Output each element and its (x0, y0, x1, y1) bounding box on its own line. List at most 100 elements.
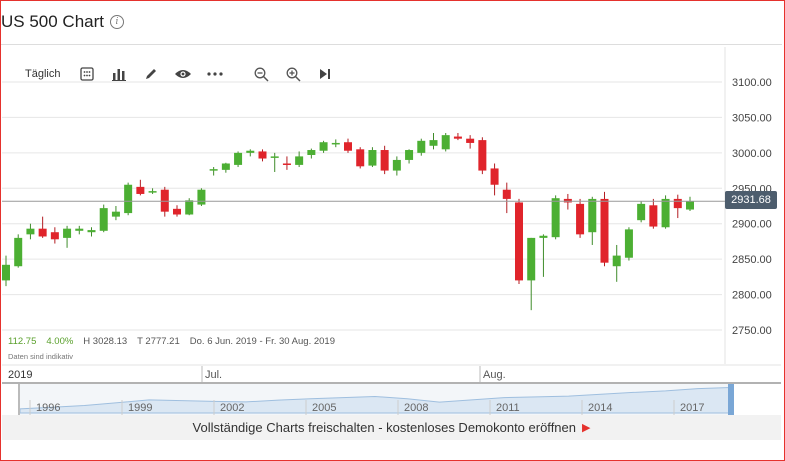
y-tick-label: 2850.00 (732, 254, 772, 266)
candle (282, 156, 291, 170)
candle (490, 163, 499, 196)
demo-account-banner[interactable]: Vollständige Charts freischalten - koste… (2, 415, 781, 440)
candle (124, 182, 133, 216)
y-tick-label: 2800.00 (732, 290, 772, 302)
candle (612, 244, 621, 282)
grid-lines (2, 81, 722, 331)
candle (319, 140, 328, 153)
candle (539, 234, 548, 277)
navigator-right-handle[interactable] (728, 384, 734, 415)
navigator: 1996 1999 2002 2005 2008 2011 2014 2017 (2, 384, 781, 415)
candle (368, 147, 377, 168)
low-value: T 2777.21 (137, 336, 180, 347)
skip-end-icon[interactable] (316, 65, 334, 83)
candle (380, 145, 389, 175)
navigator-year-label: 2005 (312, 402, 336, 414)
candle (405, 149, 414, 164)
candle (453, 133, 462, 141)
stats-row: 112.75 4.00% H 3028.13 T 2777.21 Do. 6 J… (8, 336, 335, 347)
candle (14, 234, 23, 268)
candle (417, 138, 426, 156)
candle (673, 194, 682, 219)
candle (307, 148, 316, 159)
candle (429, 133, 438, 150)
candle (87, 227, 96, 237)
candle (527, 237, 536, 311)
candle (111, 206, 120, 221)
change-value: 112.75 (8, 336, 37, 347)
candle (624, 227, 633, 261)
candle (649, 198, 658, 229)
candle (63, 225, 72, 248)
candle (2, 255, 10, 287)
candle (576, 198, 585, 238)
candle (75, 225, 84, 235)
candle (392, 156, 401, 176)
candle (588, 196, 597, 245)
eye-icon[interactable] (174, 65, 192, 83)
interval-selector[interactable]: Täglich (25, 68, 61, 80)
navigator-year-label: 1999 (128, 402, 152, 414)
candle (515, 198, 523, 284)
candle (502, 182, 511, 214)
candle (466, 135, 475, 149)
zoom-out-icon[interactable] (252, 65, 270, 83)
candle (356, 147, 365, 169)
high-value: H 3028.13 (83, 336, 128, 347)
time-axis-year: 2019 (8, 369, 32, 381)
candle (551, 195, 560, 240)
candle-series (2, 133, 694, 311)
candle (99, 204, 108, 233)
candle (197, 188, 206, 206)
bar-chart-icon[interactable] (110, 65, 128, 83)
page-title: US 500 Chart (1, 12, 104, 31)
candle (148, 188, 157, 194)
candle (258, 149, 267, 162)
pencil-icon[interactable] (142, 65, 160, 83)
candle (600, 191, 609, 267)
candle (173, 205, 181, 217)
time-axis-month-aug: Aug. (483, 369, 506, 381)
candle (661, 195, 670, 229)
navigator-year-label: 1996 (36, 402, 60, 414)
candle (295, 151, 304, 168)
current-price-badge: 2931.68 (725, 191, 777, 209)
chart-area (1, 44, 782, 416)
play-arrow-icon: ▶ (582, 422, 591, 434)
date-range: Do. 6 Jun. 2019 - Fr. 30 Aug. 2019 (189, 336, 336, 347)
title-row: US 500 Chart i (1, 8, 124, 36)
more-icon[interactable] (206, 65, 224, 83)
y-tick-label: 3000.00 (732, 148, 772, 160)
indicative-note: Daten sind indikativ (8, 352, 74, 361)
candle (234, 151, 243, 168)
candle (185, 198, 194, 216)
info-icon[interactable]: i (110, 15, 124, 29)
navigator-year-label: 2011 (496, 402, 520, 414)
y-tick-label: 3100.00 (732, 77, 772, 89)
candle (136, 179, 145, 196)
calendar-icon[interactable] (78, 65, 96, 83)
navigator-left-handle[interactable] (18, 384, 20, 415)
candle (331, 139, 340, 148)
banner-text: Vollständige Charts freischalten - koste… (192, 420, 576, 435)
candle (441, 133, 450, 152)
chart-toolbar: Täglich (25, 64, 348, 84)
y-tick-label: 3050.00 (732, 112, 772, 124)
candle (686, 196, 694, 211)
candle (344, 138, 352, 153)
candle (246, 149, 255, 157)
candle (209, 167, 218, 176)
candle (38, 216, 47, 238)
time-axis-month-jul: Jul. (205, 369, 222, 381)
zoom-in-icon[interactable] (284, 65, 302, 83)
candle (26, 223, 35, 240)
candle (478, 137, 487, 175)
candle (637, 201, 646, 223)
candle (221, 162, 230, 173)
y-tick-label: 2900.00 (732, 219, 772, 231)
navigator-year-label: 2002 (220, 402, 244, 414)
navigator-year-label: 2008 (404, 402, 428, 414)
candle (270, 152, 279, 172)
navigator-year-label: 2014 (588, 402, 612, 414)
